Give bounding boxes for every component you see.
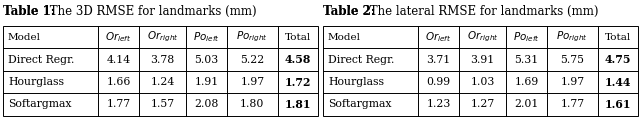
Text: 4.75: 4.75 <box>605 54 631 65</box>
Text: Total: Total <box>285 33 311 42</box>
Text: 4.58: 4.58 <box>285 54 311 65</box>
Text: Table 1:: Table 1: <box>3 5 55 18</box>
Text: 1.23: 1.23 <box>426 99 451 109</box>
Text: 1.66: 1.66 <box>106 77 131 87</box>
Bar <box>3 26 319 116</box>
Text: 5.22: 5.22 <box>240 55 264 65</box>
Text: $\mathit{Po}_{left}$: $\mathit{Po}_{left}$ <box>513 30 540 44</box>
Text: Direct Regr.: Direct Regr. <box>8 55 74 65</box>
Text: 5.03: 5.03 <box>195 55 219 65</box>
Text: 1.77: 1.77 <box>560 99 584 109</box>
Text: 5.31: 5.31 <box>515 55 539 65</box>
Text: 0.99: 0.99 <box>426 77 451 87</box>
Text: Table 1: The 3D RMSE for landmarks (mm): Table 1: The 3D RMSE for landmarks (mm) <box>3 5 261 18</box>
Text: $\mathit{Or}_{right}$: $\mathit{Or}_{right}$ <box>147 30 179 44</box>
Text: $\mathit{Po}_{right}$: $\mathit{Po}_{right}$ <box>556 30 588 44</box>
Text: $\mathit{Or}_{left}$: $\mathit{Or}_{left}$ <box>105 30 132 44</box>
Text: 1.91: 1.91 <box>195 77 219 87</box>
Text: 3.71: 3.71 <box>426 55 451 65</box>
Text: $\mathit{Or}_{right}$: $\mathit{Or}_{right}$ <box>467 30 499 44</box>
Text: Table 2:: Table 2: <box>323 5 376 18</box>
Text: 1.69: 1.69 <box>515 77 539 87</box>
Text: 5.75: 5.75 <box>560 55 584 65</box>
Bar <box>323 26 639 116</box>
Text: Model: Model <box>8 33 41 42</box>
Text: Table 2:: Table 2: <box>323 5 376 18</box>
Text: Hourglass: Hourglass <box>8 77 64 87</box>
Text: The lateral RMSE for landmarks (mm): The lateral RMSE for landmarks (mm) <box>366 5 599 18</box>
Text: Direct Regr.: Direct Regr. <box>328 55 394 65</box>
Text: Table 1:: Table 1: <box>3 5 55 18</box>
Text: 1.77: 1.77 <box>106 99 131 109</box>
Text: 1.27: 1.27 <box>470 99 495 109</box>
Text: 2.01: 2.01 <box>515 99 539 109</box>
Text: Softargmax: Softargmax <box>328 99 392 109</box>
Text: 1.80: 1.80 <box>240 99 264 109</box>
Text: 1.57: 1.57 <box>150 99 175 109</box>
Text: $\mathit{Or}_{left}$: $\mathit{Or}_{left}$ <box>425 30 452 44</box>
Text: Hourglass: Hourglass <box>328 77 384 87</box>
Text: Softargmax: Softargmax <box>8 99 72 109</box>
Text: 2.08: 2.08 <box>195 99 219 109</box>
Text: Model: Model <box>328 33 361 42</box>
Text: 1.97: 1.97 <box>560 77 584 87</box>
Text: 1.24: 1.24 <box>150 77 175 87</box>
Text: The 3D RMSE for landmarks (mm): The 3D RMSE for landmarks (mm) <box>47 5 257 18</box>
Text: 4.14: 4.14 <box>106 55 131 65</box>
Text: 3.91: 3.91 <box>470 55 495 65</box>
Text: 1.72: 1.72 <box>285 76 311 88</box>
Text: 1.61: 1.61 <box>605 99 631 110</box>
Text: 3.78: 3.78 <box>150 55 175 65</box>
Text: Total: Total <box>605 33 631 42</box>
Text: 1.44: 1.44 <box>605 76 631 88</box>
Text: $\mathit{Po}_{left}$: $\mathit{Po}_{left}$ <box>193 30 220 44</box>
Text: 1.03: 1.03 <box>470 77 495 87</box>
Text: Table 2: The lateral RMSE for landmarks (mm): Table 2: The lateral RMSE for landmarks … <box>323 5 604 18</box>
Text: 1.81: 1.81 <box>285 99 311 110</box>
Text: $\mathit{Po}_{right}$: $\mathit{Po}_{right}$ <box>236 30 268 44</box>
Text: 1.97: 1.97 <box>240 77 264 87</box>
